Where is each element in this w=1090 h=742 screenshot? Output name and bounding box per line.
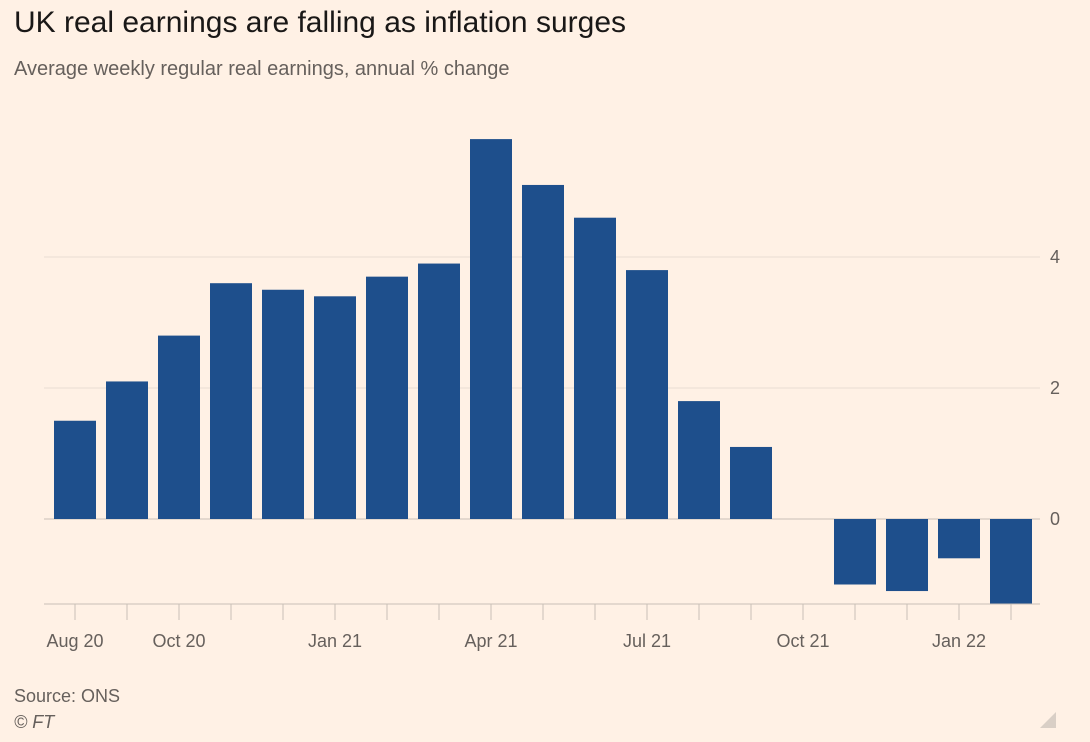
bar-sep-21	[730, 446, 772, 519]
bar-dec-21	[886, 519, 928, 592]
source-note: Source: ONS	[14, 686, 121, 706]
bar-jan-21	[314, 296, 356, 519]
y-tick-label-2: 2	[1050, 378, 1060, 398]
bar-jul-21	[626, 270, 668, 519]
y-axis-labels: 0 2 4	[1050, 247, 1060, 529]
bar-feb-22	[990, 519, 1032, 605]
bar-sep-20	[106, 381, 148, 519]
bar-nov-20	[210, 283, 252, 519]
bars	[54, 139, 1032, 605]
bar-feb-21	[366, 276, 408, 519]
bar-oct-20	[158, 335, 200, 519]
bar-mar-21	[418, 263, 460, 519]
bar-nov-21	[834, 519, 876, 585]
bar-may-21	[522, 184, 564, 519]
x-tick-label-jul-21: Jul 21	[623, 631, 671, 651]
chart-title: UK real earnings are falling as inflatio…	[14, 6, 626, 39]
bar-dec-20	[262, 289, 304, 519]
resize-corner-icon	[1040, 712, 1056, 728]
y-tick-label-0: 0	[1050, 509, 1060, 529]
bar-jan-22	[938, 519, 980, 559]
x-tick-label-jan-22: Jan 22	[932, 631, 986, 651]
copyright-note: © FT	[14, 712, 55, 732]
x-axis: Aug 20 Oct 20 Jan 21 Apr 21 Jul 21 Oct 21 Jan …	[44, 603, 1040, 651]
bar-aug-21	[678, 401, 720, 519]
x-tick-label-apr-21: Apr 21	[464, 631, 517, 651]
bar-aug-20	[54, 420, 96, 519]
chart-subtitle: Average weekly regular real earnings, an…	[14, 58, 510, 80]
x-tick-label-oct-21: Oct 21	[776, 631, 829, 651]
bar-apr-21	[470, 139, 512, 519]
x-tick-label-jan-21: Jan 21	[308, 631, 362, 651]
y-tick-label-4: 4	[1050, 247, 1060, 267]
bar-jun-21	[574, 217, 616, 519]
x-tick-label-oct-20: Oct 20	[152, 631, 205, 651]
x-tick-label-aug-20: Aug 20	[46, 631, 103, 651]
